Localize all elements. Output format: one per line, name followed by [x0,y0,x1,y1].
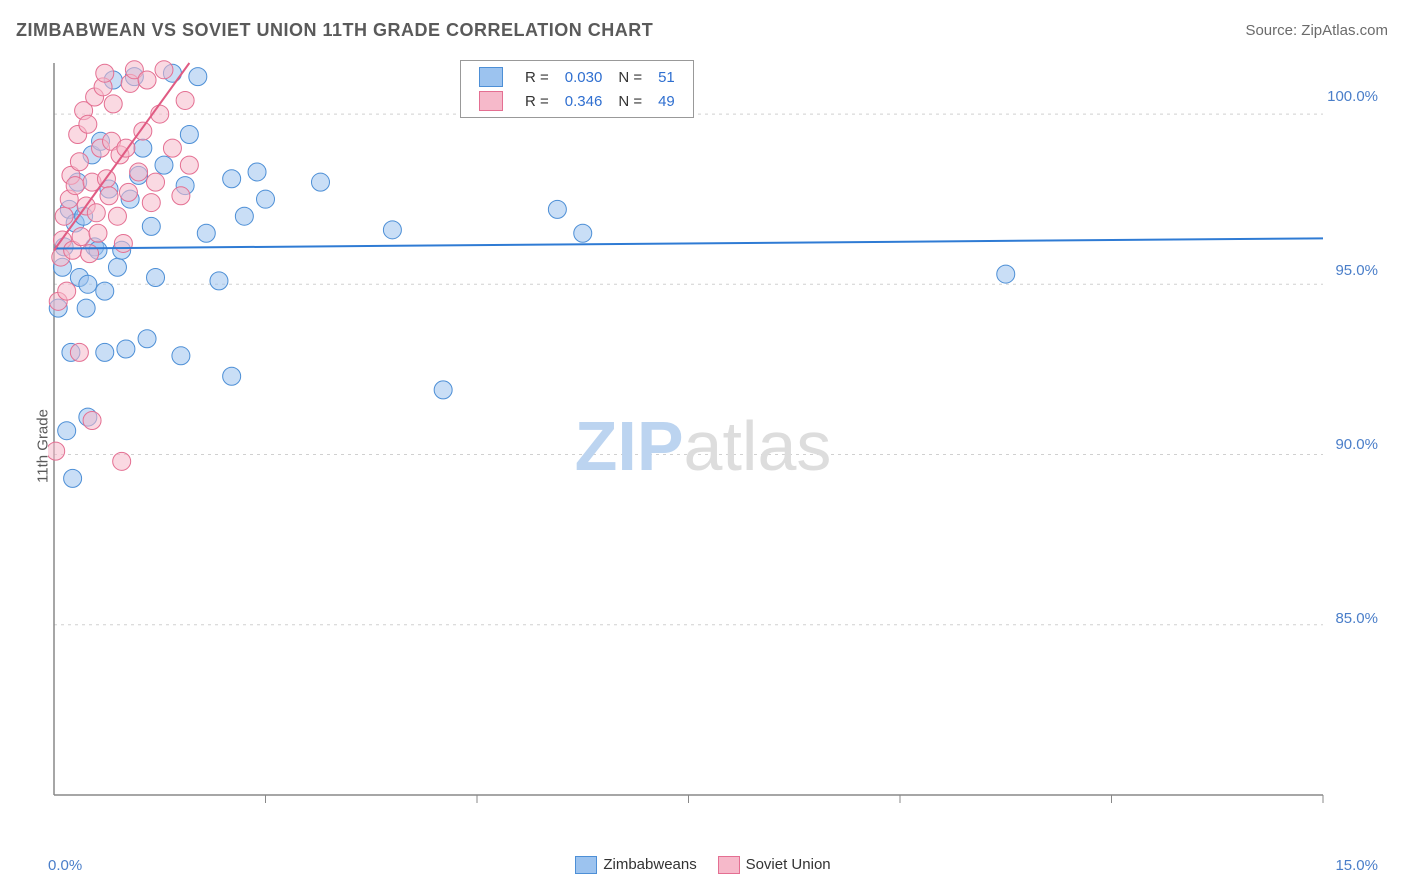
bottom-legend: Zimbabweans Soviet Union [0,856,1406,874]
chart-title: ZIMBABWEAN VS SOVIET UNION 11TH GRADE CO… [16,20,653,41]
y-tick-100: 100.0% [1327,88,1378,105]
y-tick-85: 85.0% [1335,610,1378,627]
source-label: Source: ZipAtlas.com [1245,22,1388,39]
y-tick-95: 95.0% [1335,262,1378,279]
stats-legend: R =0.030 N =51 R =0.346 N =49 [460,60,694,118]
scatter-plot [48,55,1378,825]
y-tick-90: 90.0% [1335,436,1378,453]
